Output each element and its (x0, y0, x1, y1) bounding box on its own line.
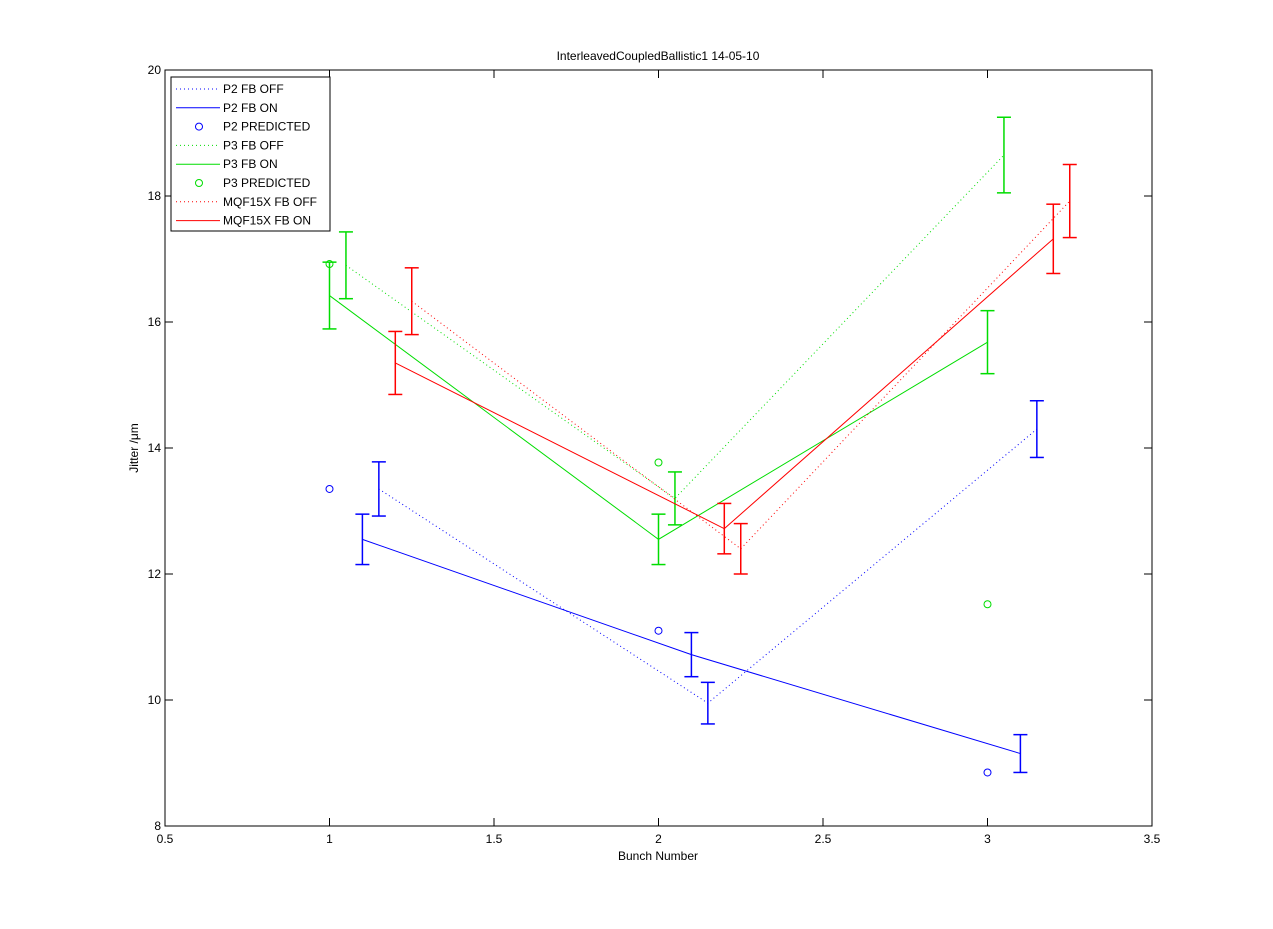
y-tick-label: 8 (154, 819, 161, 833)
series-p2-fb-off (371, 400, 1044, 725)
legend-item: P3 FB ON (176, 157, 278, 171)
legend-label: P3 PREDICTED (223, 176, 311, 190)
x-tick-label: 2.5 (815, 832, 832, 846)
x-tick-label: 3 (984, 832, 991, 846)
ticks-layer: 0.5 1 1.5 2 2.5 3 3.5 8 10 12 14 16 18 20 (148, 63, 1161, 846)
legend-item: P3 FB OFF (176, 138, 284, 152)
legend-label: P2 FB OFF (223, 82, 284, 96)
legend-label: P3 FB ON (223, 157, 278, 171)
series-p3-predicted (325, 260, 992, 609)
legend-marker (195, 179, 203, 187)
predicted-point (325, 484, 334, 493)
y-tick-label: 20 (148, 63, 162, 77)
legend-item: P3 PREDICTED (195, 176, 311, 190)
predicted-point (654, 458, 663, 467)
legend-marker (195, 122, 203, 131)
y-tick-label: 14 (148, 441, 162, 455)
legend-label: P2 PREDICTED (223, 120, 311, 134)
chart-title: InterleavedCoupledBallistic1 14-05-10 (557, 49, 760, 63)
series-mqf15x-fb-on (388, 203, 1061, 555)
legend-item: P2 PREDICTED (195, 120, 311, 134)
series-layer (322, 116, 1077, 777)
legend-item: P2 FB ON (176, 101, 278, 115)
y-axis-label: Jitter /μm (127, 423, 141, 473)
x-tick-label: 3.5 (1144, 832, 1161, 846)
legend-label: P3 FB OFF (223, 138, 284, 152)
series-mqf15x-fb-off (404, 163, 1077, 575)
x-tick-label: 0.5 (157, 832, 174, 846)
x-axis-label: Bunch Number (618, 849, 698, 863)
legend-label: MQF15X FB OFF (223, 195, 317, 209)
x-tick-label: 1 (326, 832, 333, 846)
series-p2-predicted (325, 484, 992, 777)
series-p3-fb-off (338, 116, 1011, 526)
y-tick-label: 12 (148, 567, 162, 581)
predicted-point (983, 768, 992, 777)
series-p3-fb-on (322, 261, 995, 566)
x-tick-label: 1.5 (486, 832, 503, 846)
y-tick-label: 10 (148, 693, 162, 707)
y-tick-label: 16 (148, 315, 162, 329)
predicted-point (654, 626, 663, 635)
legend-item: MQF15X FB OFF (176, 195, 317, 209)
legend-box (170, 76, 331, 232)
x-tick-label: 2 (655, 832, 662, 846)
series-line (345, 154, 1005, 500)
legend-label: MQF15X FB ON (223, 214, 311, 228)
legend-items: P2 FB OFF P2 FB ON P2 PREDICTED P3 FB OFF P3… (176, 82, 317, 228)
predicted-point (325, 260, 334, 269)
series-p2-fb-on (355, 513, 1028, 774)
legend-item: P2 FB OFF (176, 82, 284, 96)
legend-item: MQF15X FB ON (176, 214, 311, 228)
predicted-point (983, 600, 992, 609)
legend-label: P2 FB ON (223, 101, 278, 115)
legend: P2 FB OFF P2 FB ON P2 PREDICTED P3 FB OFF P3… (170, 76, 331, 232)
y-tick-label: 18 (148, 189, 162, 203)
